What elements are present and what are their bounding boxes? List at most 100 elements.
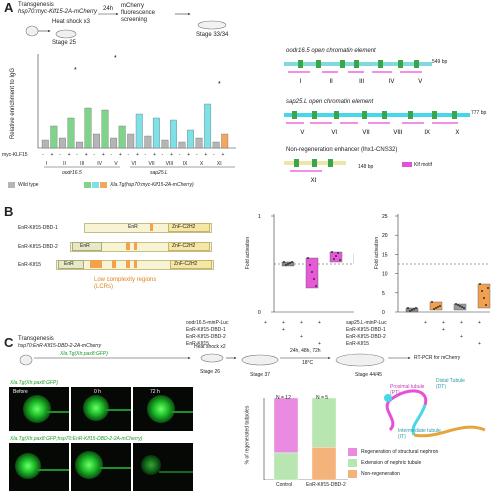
condition-mark: +	[460, 320, 463, 326]
bar	[187, 129, 194, 149]
stack-segment	[311, 447, 337, 480]
legend-label: Non-regeneration	[361, 471, 400, 477]
workflow-a	[25, 12, 227, 39]
data-point	[409, 310, 411, 312]
bar	[170, 119, 177, 149]
construct-2-name: EnR-KIf15-DBD-2	[18, 244, 58, 250]
sign-cell: -	[76, 152, 78, 158]
lcr-bar	[126, 242, 130, 250]
sign-cell: -	[144, 152, 147, 158]
sign-cell: +	[187, 152, 191, 158]
bar	[76, 141, 83, 149]
binding-box	[414, 60, 419, 68]
data-point	[285, 264, 287, 266]
region-label: V	[114, 161, 118, 167]
oodr-title: oodr16.5 open chromatin element	[286, 48, 376, 54]
znf-domain-3	[170, 260, 212, 269]
proximal-label: Proximal tubule (PT)	[390, 384, 425, 396]
n-exp: N = 5	[316, 395, 329, 401]
data-point	[315, 285, 317, 287]
binding-box	[334, 111, 339, 119]
nonreg-title: Non-regeneration enhancer (lhx1-CNS32)	[286, 147, 398, 153]
tadpole-icon	[197, 20, 227, 30]
stage33-label: Stage 33/34	[196, 32, 229, 38]
data-point	[415, 307, 417, 309]
condition-label: EnR-KIf15-DBD-1	[346, 327, 386, 333]
data-point	[335, 255, 337, 257]
znf-domain-1	[168, 223, 210, 232]
data-point	[439, 305, 441, 307]
bar	[161, 139, 169, 149]
binding-box	[432, 111, 437, 119]
motif-label: III	[359, 79, 364, 85]
motif-label: IV	[389, 79, 395, 85]
lcr-bar	[134, 242, 137, 250]
bar	[93, 133, 100, 149]
legend-wt-swatch	[8, 182, 15, 188]
lcr-bar	[150, 223, 153, 231]
enr-label-3: EnR	[64, 261, 74, 267]
bar	[221, 133, 229, 149]
condition-mark: +	[460, 334, 463, 340]
znf-label-1: ZnF-C2H2	[172, 224, 196, 230]
lcr-bar	[112, 260, 116, 268]
data-point	[337, 252, 339, 254]
bar	[118, 125, 126, 149]
rtpcr-label: RT-PCR for mCherry	[414, 355, 461, 361]
y-tick-label: 10	[382, 272, 388, 278]
data-point	[413, 308, 415, 310]
y-tick-label: 25	[382, 214, 388, 220]
region-label: I	[46, 161, 48, 167]
condition-mark: +	[442, 327, 445, 333]
sap-element-diagram: V VI VII VIII IX X	[284, 111, 470, 136]
klf-motif-swatch	[402, 162, 412, 167]
group-brackets	[44, 166, 235, 168]
condition-mark: +	[318, 320, 321, 326]
bar	[50, 125, 58, 149]
enr-label-1: EnR	[128, 224, 138, 230]
sign-cell: +	[136, 152, 139, 158]
binding-box	[298, 60, 303, 68]
data-point	[331, 251, 333, 253]
data-point	[289, 262, 291, 264]
region-label: X	[199, 161, 204, 167]
c-ylabel: % of regenerated tadpoles	[244, 405, 251, 465]
data-point	[481, 290, 483, 292]
y-tick-label: 0	[382, 310, 385, 316]
data-point	[283, 261, 285, 263]
oodr-bp: 549 bp	[432, 59, 448, 65]
sign-cell: -	[212, 152, 215, 158]
znf-label-3: ZnF-C2H2	[174, 261, 198, 267]
condition-mark: +	[300, 334, 303, 340]
data-point	[287, 263, 289, 265]
bar	[152, 117, 160, 149]
data-point	[485, 304, 487, 306]
sign-cell: +	[221, 152, 225, 158]
sign-cell: +	[153, 152, 156, 158]
lcr-bar	[90, 260, 102, 268]
binding-box	[312, 159, 317, 167]
condition-mark: +	[300, 320, 303, 326]
data-point	[291, 261, 293, 263]
micro-before-1	[9, 387, 69, 431]
stack-segment	[273, 397, 299, 454]
hours-c: 24h, 48h, 72h	[290, 348, 321, 354]
legend-swatch	[348, 470, 357, 478]
data-point	[457, 304, 459, 306]
y-tick-label: 20	[382, 233, 388, 239]
region-label: VIII	[165, 161, 174, 167]
binding-box	[294, 159, 299, 167]
data-point	[463, 307, 465, 309]
myc-label: myc-KLF15	[2, 152, 28, 158]
znf-label-2: ZnF-C2H2	[172, 243, 196, 249]
panel-c-letter: C	[4, 335, 14, 350]
embryo-icon	[200, 353, 224, 363]
data-point	[437, 306, 439, 308]
col-before: Before	[13, 389, 28, 395]
data-point	[411, 309, 413, 311]
motif-label: IX	[424, 130, 430, 136]
plot1-condition-table: oodr16.5-minP-Luc + + + + EnR-KIf15-DBD-1 + EnR…	[186, 320, 336, 350]
tadpole-icon	[241, 354, 279, 366]
motif-label: X	[455, 130, 459, 136]
condition-label: EnR-KIf15-DBD-1	[186, 327, 226, 333]
